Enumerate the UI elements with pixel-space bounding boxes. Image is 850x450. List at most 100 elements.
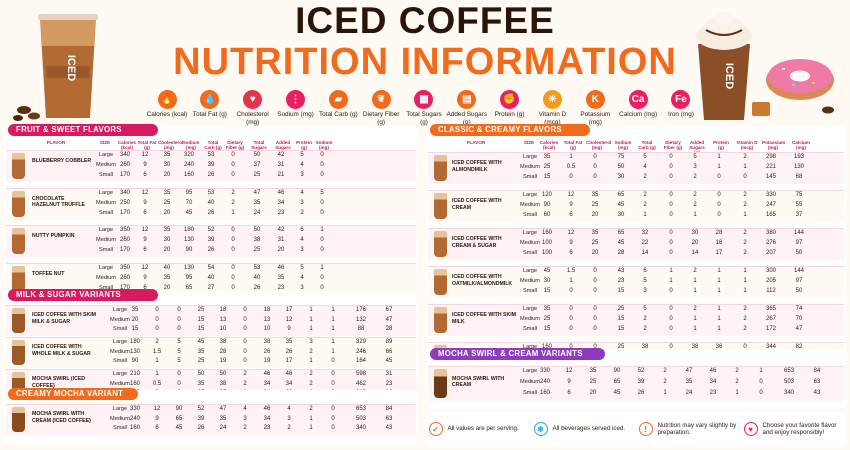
cell: 0 [320, 237, 324, 243]
cell: 2 [743, 192, 747, 198]
section-title: CLASSIC & CREAMY FLAVORS [430, 124, 590, 136]
header-cell: SIZE [523, 140, 535, 145]
cell: 34 [263, 415, 271, 422]
cell: 26 [207, 172, 215, 178]
cell: Medium [96, 162, 116, 168]
page-title-block: ICED COFFEE NUTRITION INFORMATION [140, 2, 710, 83]
table-row: Small 170 6 20 90 26 0 25 20 3 0 [4, 246, 418, 256]
cell: 50 [617, 164, 625, 170]
cell: 240 [129, 415, 140, 422]
table-row: Medium 240 9 25 65 39 2 35 34 2 0 503 63 [426, 378, 846, 389]
flavor-name: ICED COFFEE WITH ALMONDMILK [452, 160, 502, 173]
cell: 0 [669, 326, 673, 332]
table-row: Medium 240 9 65 39 35 3 34 3 1 0 503 63 [4, 415, 418, 425]
section-title: MOCHA SWIRL & CREAM VARIANTS [430, 348, 605, 360]
cell: 130 [793, 164, 804, 170]
cell: 1 [717, 278, 721, 284]
cell: 35 [163, 189, 171, 196]
cell: 0 [231, 247, 235, 253]
cell: 18 [715, 240, 723, 246]
section-2: MILK & SUGAR VARIANTS ICED COFFEE WITH SK… [4, 289, 418, 400]
cell: 34 [709, 379, 717, 385]
drink-image [12, 340, 25, 365]
cell: Small [523, 174, 537, 180]
cell: Large [522, 268, 538, 274]
cell: 1.5 [152, 348, 162, 355]
cell: 1 [309, 316, 313, 323]
cell: 52 [637, 368, 645, 374]
cell: 2 [735, 379, 739, 385]
cell: 13 [219, 316, 227, 323]
table-row: Medium 90 9 25 45 2 0 2 0 2 247 55 [426, 201, 846, 211]
cell: 160 [129, 380, 140, 387]
cell: 0 [177, 307, 181, 313]
cell: 0 [320, 247, 324, 253]
cell: 365 [765, 306, 776, 312]
cell: 1 [309, 415, 313, 422]
cell: 1 [717, 268, 721, 274]
cell: 43 [617, 268, 625, 274]
cell: 160 [541, 344, 552, 350]
cell: 1 [717, 306, 721, 312]
cell: 15 [131, 326, 139, 332]
cell: 0 [243, 307, 247, 313]
cell: 60 [543, 212, 551, 218]
table-row: Medium 20 0 0 15 13 0 13 12 1 1 132 47 [4, 316, 418, 326]
cell: Medium [110, 316, 130, 323]
add-sugar-icon: ▤ [457, 90, 477, 109]
cell: 1 [331, 326, 335, 332]
cell: 2 [243, 371, 247, 377]
cell: 0 [243, 339, 247, 345]
cell: 25 [591, 240, 599, 246]
cell: Large [98, 152, 114, 158]
cell: 9 [567, 379, 571, 385]
cell: 1 [743, 288, 747, 294]
cell: Large [522, 368, 538, 374]
cell: 653 [355, 406, 366, 412]
cell: 24 [219, 425, 227, 431]
cell: 28 [617, 250, 625, 256]
cell: 65 [617, 230, 625, 236]
cell: 2 [643, 316, 647, 322]
cell: 380 [765, 230, 776, 236]
legend-label: Total Carb (g) [318, 111, 358, 118]
cell: 0 [593, 154, 597, 160]
drink-image [434, 307, 447, 333]
cell: 1 [331, 348, 335, 355]
cell: 9 [569, 202, 573, 208]
cell: 1 [717, 316, 721, 322]
cell: 23 [617, 278, 625, 284]
cell: 12 [141, 189, 149, 196]
heart-icon: ♥ [243, 90, 263, 109]
cell: 9 [287, 326, 291, 332]
cell: 39 [197, 415, 205, 422]
cell: 70 [795, 316, 803, 322]
cell: 3 [300, 199, 304, 206]
cell: 0 [669, 192, 673, 198]
cell: 2 [643, 192, 647, 198]
cell: 0 [593, 174, 597, 180]
cell: 22 [641, 240, 649, 246]
section-title: CREAMY MOCHA VARIANT [8, 388, 138, 400]
cell: 90 [175, 406, 183, 412]
legend-label: Protein (g) [494, 111, 525, 118]
legend-label: Potassium (mg) [580, 111, 611, 126]
cell: 26 [263, 348, 271, 355]
table-row: Small 15 0 0 30 2 0 2 0 0 145 68 [426, 173, 846, 183]
cell: Medium [520, 202, 540, 208]
sugar-cubes-icon: ▦ [414, 90, 434, 109]
cell: 23 [709, 390, 717, 396]
cell: 9 [143, 162, 147, 168]
header-cell: Cholesterol (mg) [586, 140, 612, 150]
cell: 1.5 [566, 268, 576, 274]
cell: 0 [593, 326, 597, 332]
cell: 12 [567, 230, 575, 236]
cell: 75 [795, 192, 803, 198]
cell: 23 [277, 284, 285, 291]
cell: 0 [231, 227, 235, 233]
cell: 0 [177, 316, 181, 323]
cell: 15 [617, 288, 625, 294]
table-row: Medium 260 9 30 240 39 0 37 31 4 0 [4, 161, 418, 171]
cell: 38 [641, 344, 649, 350]
leaf-icon: ❦ [371, 90, 391, 109]
